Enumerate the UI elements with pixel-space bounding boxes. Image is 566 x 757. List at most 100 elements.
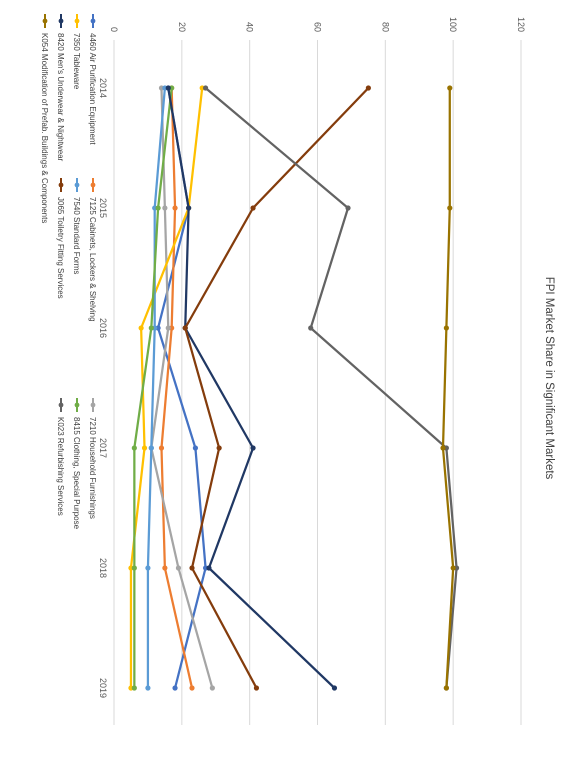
data-point [443, 325, 449, 331]
series-line [150, 87, 214, 689]
legend-marker [74, 18, 80, 24]
legend-item: K023 Refurbishing Services [56, 398, 65, 516]
data-point [131, 685, 137, 691]
data-point [131, 565, 137, 571]
legend-item: J065 Toiletry Fitting Services [56, 178, 65, 299]
y-tick-label: 20 [177, 22, 187, 32]
legend-marker [42, 18, 48, 24]
series-group [440, 85, 456, 691]
data-point [345, 205, 351, 211]
data-point [131, 445, 137, 451]
legend-marker [58, 182, 64, 188]
legend-item: 4460 Air Purification Equipment [88, 14, 97, 145]
series-group [165, 85, 338, 691]
legend-label: 7540 Standard Forms [72, 197, 81, 274]
gridlines [113, 40, 522, 725]
legend-marker [58, 402, 64, 408]
data-point [250, 445, 256, 451]
data-point [189, 565, 195, 571]
legend-label: 7125 Cabinets, Lockers & Shelving [88, 197, 97, 322]
legend-marker [90, 18, 96, 24]
legend-marker [90, 182, 96, 188]
data-point [165, 85, 171, 91]
data-point [148, 445, 154, 451]
legend-marker [74, 182, 80, 188]
data-point [209, 685, 215, 691]
legend: 4460 Air Purification Equipment 7350 Tabl… [40, 14, 97, 530]
data-point [308, 325, 314, 331]
data-point [175, 565, 182, 571]
legend-item: 7350 Tableware [72, 14, 81, 90]
x-tick-label: 2015 [98, 198, 108, 218]
data-point [165, 325, 171, 331]
legend-marker [58, 18, 64, 24]
y-tick-label: 40 [245, 22, 255, 32]
x-tick-label: 2016 [98, 318, 108, 338]
data-point [141, 445, 148, 451]
legend-item: 7125 Cabinets, Lockers & Shelving [88, 178, 97, 322]
legend-label: J065 Toiletry Fitting Services [56, 197, 65, 299]
data-point [145, 565, 151, 571]
data-point [138, 325, 144, 331]
legend-item: 7540 Standard Forms [72, 178, 81, 274]
legend-label: K023 Refurbishing Services [56, 417, 65, 516]
x-tick-label: 2018 [98, 558, 108, 578]
data-point [450, 565, 456, 571]
series-line [160, 87, 194, 689]
data-point [216, 445, 222, 451]
legend-marker [74, 402, 80, 408]
legend-label: 8420 Men's Underwear & Nightwear [56, 33, 65, 162]
data-point [447, 85, 453, 91]
legend-item: 8420 Men's Underwear & Nightwear [56, 14, 65, 162]
series-group [145, 85, 168, 691]
legend-marker [90, 402, 96, 408]
data-point [443, 685, 449, 691]
legend-label: K054 Modification of Prefab. Buildings &… [40, 33, 49, 223]
data-point [172, 685, 178, 691]
series-line [441, 88, 455, 689]
series-line [133, 87, 173, 688]
data-point [447, 205, 453, 211]
series-line [204, 87, 458, 689]
series-group [182, 85, 371, 691]
legend-item: 8415 Clothing, Special Purpose [72, 398, 81, 530]
data-point [253, 685, 260, 691]
legend-label: 8415 Clothing, Special Purpose [72, 417, 81, 530]
data-point [202, 85, 209, 91]
legend-item: K054 Modification of Prefab. Buildings &… [40, 14, 49, 223]
data-point [186, 205, 192, 211]
x-tick-label: 2014 [98, 78, 108, 98]
series-line [184, 87, 370, 689]
y-tick-label: 100 [448, 17, 458, 32]
data-point [440, 445, 446, 451]
data-point [331, 685, 338, 691]
y-axis-ticks: 0 20 40 60 80 100 120 [109, 17, 526, 32]
data-point [155, 205, 161, 211]
data-point [189, 685, 195, 691]
legend-label: 4460 Air Purification Equipment [88, 33, 97, 145]
series-line [146, 87, 166, 688]
data-point [162, 565, 168, 571]
x-tick-label: 2017 [98, 438, 108, 458]
data-point [148, 325, 154, 331]
x-axis-ticks: 2014 2015 2016 2017 2018 2019 [98, 78, 108, 698]
y-tick-label: 0 [109, 27, 119, 32]
legend-label: 7350 Tableware [72, 33, 81, 90]
data-point [162, 205, 168, 211]
data-point [206, 565, 212, 571]
y-tick-label: 80 [380, 22, 390, 32]
data-point [172, 205, 178, 211]
chart-title: FPI Market Share in Significant Markets [543, 277, 555, 480]
data-point [145, 685, 151, 691]
legend-label: 7210 Household Furnishings [88, 417, 97, 519]
series-lines [128, 85, 460, 691]
y-tick-label: 120 [516, 17, 526, 32]
data-point [192, 445, 198, 451]
data-point [158, 445, 165, 451]
data-point [250, 205, 256, 211]
series-line [167, 87, 336, 689]
x-tick-label: 2019 [98, 678, 108, 698]
data-point [182, 325, 188, 331]
